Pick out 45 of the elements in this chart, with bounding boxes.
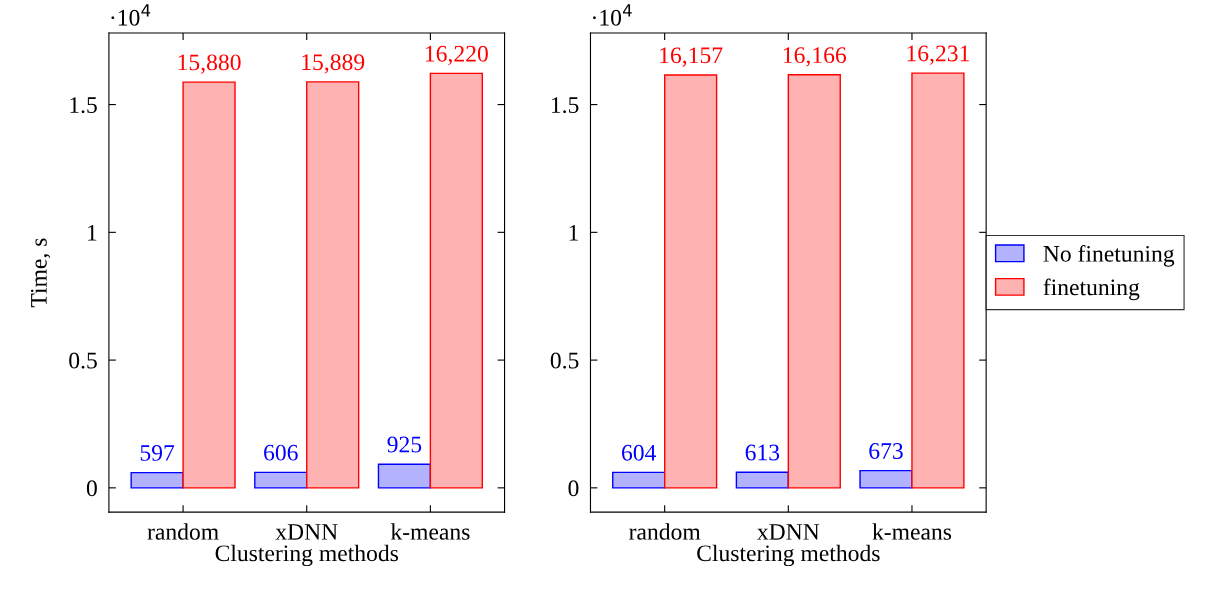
bar	[735, 471, 790, 489]
annotation: 606	[264, 444, 298, 461]
annotation: 16,157	[660, 47, 723, 67]
x-tick-label: random	[629, 523, 701, 540]
bar	[254, 471, 308, 489]
annotation: 673	[869, 443, 903, 459]
y-tick-label: 0.5	[550, 352, 579, 369]
y-tick-label: 0.5	[69, 352, 97, 369]
legend-label: finetuning	[1043, 278, 1140, 301]
annotation: 15,889	[302, 54, 365, 74]
annotation: 16,231	[907, 45, 969, 65]
y-axis-title: Time, s	[30, 238, 51, 308]
x-axis-title: Clustering methods	[215, 544, 399, 567]
x-axis-title: Clustering methods	[697, 544, 880, 567]
x-tick-label: k-means	[390, 523, 470, 540]
annotation: 925	[387, 436, 422, 453]
text: ·10$^{4}$	[593, 4, 632, 26]
y-tick-label: 0	[568, 480, 579, 497]
annotation: 16,166	[783, 47, 847, 67]
bar	[377, 463, 432, 489]
x-tick-label: xDNN	[757, 524, 820, 540]
bar	[306, 81, 360, 489]
bar	[663, 74, 718, 489]
legend-label: No finetuning	[1043, 244, 1175, 267]
annotation: 15,880	[178, 54, 241, 74]
x-tick-label: random	[147, 523, 219, 540]
bar	[911, 72, 965, 489]
x-tick-label: k-means	[872, 523, 952, 540]
y-tick-label: 1	[88, 224, 97, 241]
bar	[130, 471, 184, 489]
y-tick-label: 1.5	[70, 97, 97, 114]
x-tick-label: xDNN	[275, 524, 338, 540]
annotation: 597	[140, 444, 175, 461]
annotation: 613	[745, 444, 780, 461]
bar	[182, 81, 236, 489]
annotation: 604	[622, 444, 657, 461]
bar	[859, 469, 913, 489]
text: ·10$^{4}$	[111, 4, 151, 26]
bar	[429, 72, 484, 489]
annotation: 16,220	[425, 45, 488, 66]
y-tick-label: 1	[569, 224, 578, 241]
y-tick-label: 1.5	[551, 97, 579, 114]
y-tick-label: 0	[86, 480, 97, 497]
bar	[612, 471, 666, 489]
bar	[787, 74, 841, 489]
